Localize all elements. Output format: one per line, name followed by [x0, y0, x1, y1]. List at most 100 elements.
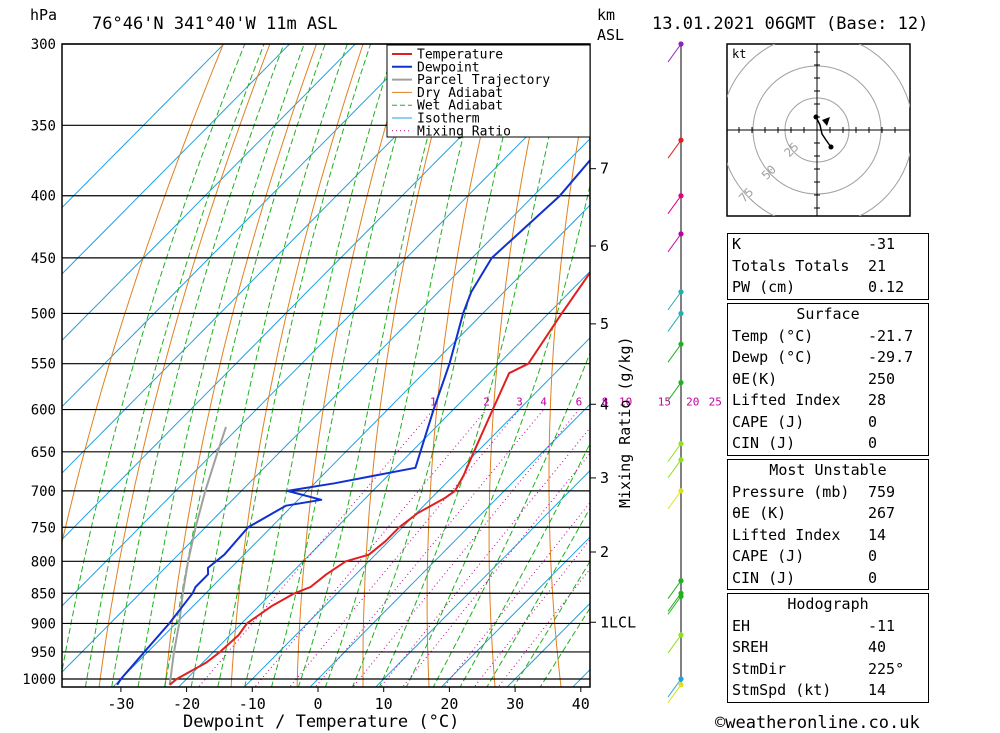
wet-adiabat-line [190, 44, 348, 687]
index-table: K -31 Totals Totals 21 PW (cm) 0.12 [727, 233, 929, 300]
row-key: Lifted Index [732, 391, 841, 409]
wind-barb [667, 678, 682, 698]
mixing-ratio-tick: 8 [602, 396, 609, 409]
mixing-ratio-tick: 2 [483, 396, 490, 409]
most-unstable-table: Most Unstable Pressure (mb) 759 θE (K) 267… [727, 459, 929, 590]
row-value: 225° [868, 659, 905, 678]
pressure-tick-label: 800 [31, 554, 56, 570]
dry-adiabat-line [98, 44, 271, 687]
wet-adiabat-line [111, 44, 285, 687]
pressure-tick-label: 500 [31, 306, 56, 322]
table-row: PW (cm) 0.12 [728, 277, 928, 299]
wind-barb [667, 596, 682, 615]
wind-marker [678, 289, 684, 295]
temp-tick-label: 30 [506, 695, 524, 713]
mixing-ratio-line [314, 409, 544, 687]
table-row: StmDir 225° [728, 659, 928, 681]
wind-marker [678, 593, 684, 599]
wind-marker [678, 310, 684, 317]
wind-marker [678, 41, 684, 47]
temp-tick-label: 10 [375, 695, 393, 713]
isotherm-line [62, 44, 488, 474]
wind-barb [667, 233, 682, 253]
dry-adiabat-line [488, 44, 550, 687]
wet-adiabat-line [163, 44, 326, 687]
mixing-ratio-axis-label: Mixing Ratio (g/kg) [616, 336, 634, 508]
wet-adiabat-line [486, 507, 590, 687]
isotherm-line [309, 403, 590, 687]
row-value: -21.7 [868, 326, 914, 345]
row-key: θE(K) [732, 369, 778, 388]
table-row: θE(K) 250 [728, 369, 928, 391]
table-row: CAPE (J) 0 [728, 412, 928, 434]
row-key: θE (K) [732, 504, 787, 522]
wind-barb [667, 139, 682, 159]
unit-hpa: hPa [30, 6, 57, 24]
wet-adiabat-line [378, 44, 571, 687]
isotherm-line [62, 44, 357, 342]
row-key: Pressure (mb) [732, 482, 850, 501]
surface-title: Surface [796, 305, 860, 323]
row-value: 40 [868, 638, 887, 656]
background-lines [62, 26, 1000, 705]
isotherm-line [62, 138, 590, 673]
table-row: SREH 40 [728, 637, 928, 659]
mixing-ratio-tick: 15 [658, 396, 671, 409]
mixing-ratio-tick: 25 [709, 396, 722, 409]
row-key: K [732, 235, 742, 253]
parcel-trajectory-series [168, 426, 227, 685]
wind-barb [667, 382, 682, 401]
hodograph-unit: kt [732, 47, 746, 61]
wind-barb [667, 634, 682, 654]
isotherm-line [375, 469, 590, 687]
row-key: CIN (J) [732, 568, 796, 587]
pressure-tick-label: 850 [31, 586, 56, 602]
temperature-series [169, 270, 590, 686]
row-key: EH [732, 616, 751, 635]
wet-adiabat-line [62, 44, 246, 675]
temp-tick-label: -10 [239, 695, 266, 713]
legend-label: Dewpoint [417, 60, 480, 75]
temp-tick-label: -20 [173, 695, 200, 713]
wet-adiabat-line [297, 44, 454, 687]
mixing-ratio-tick: 1 [430, 396, 437, 409]
wet-adiabat-line [324, 44, 488, 687]
wind-barb [667, 443, 682, 462]
temp-tick-label: 40 [572, 695, 590, 713]
isotherm-line [62, 44, 291, 275]
dewpoint-series [116, 158, 590, 686]
legend-label: Wet Adiabat [417, 99, 503, 114]
km-tick-label: 5 [600, 315, 609, 333]
table-row: K -31 [728, 234, 928, 256]
table-row: Pressure (mb) 759 [728, 482, 928, 504]
pressure-tick-label: 900 [31, 616, 56, 632]
pressure-tick-label: 650 [31, 445, 56, 461]
isotherm-line [62, 44, 422, 408]
row-key: PW (cm) [732, 278, 796, 296]
location-title: 76°46'N 341°40'W 11m ASL [92, 14, 338, 34]
hodograph-trace [815, 116, 832, 148]
dry-adiabat-line [296, 44, 411, 687]
table-row: Temp (°C) -21.7 [728, 326, 928, 348]
dry-adiabat-line [969, 26, 1000, 705]
wind-marker [678, 632, 684, 638]
wind-barb [667, 313, 682, 332]
hodograph-point [813, 114, 819, 120]
km-tick-label: 2 [600, 543, 609, 561]
table-row: StmSpd (kt) 14 [728, 680, 928, 702]
unit-km: km [597, 6, 615, 24]
isotherm-line [112, 204, 590, 687]
mixing-ratio-tick: 10 [619, 396, 632, 409]
dry-adiabat-line [362, 44, 457, 687]
table-row: Totals Totals 21 [728, 256, 928, 278]
wind-barb [667, 459, 682, 479]
row-value: 759 [868, 482, 896, 501]
mixing-ratio-line [198, 409, 434, 687]
row-key: Totals Totals [732, 256, 850, 275]
row-value: -31 [868, 235, 896, 253]
isotherm-line [506, 602, 590, 687]
wet-adiabat-line [84, 44, 265, 687]
legend-label: Temperature [417, 48, 503, 63]
row-key: Temp (°C) [732, 326, 814, 345]
